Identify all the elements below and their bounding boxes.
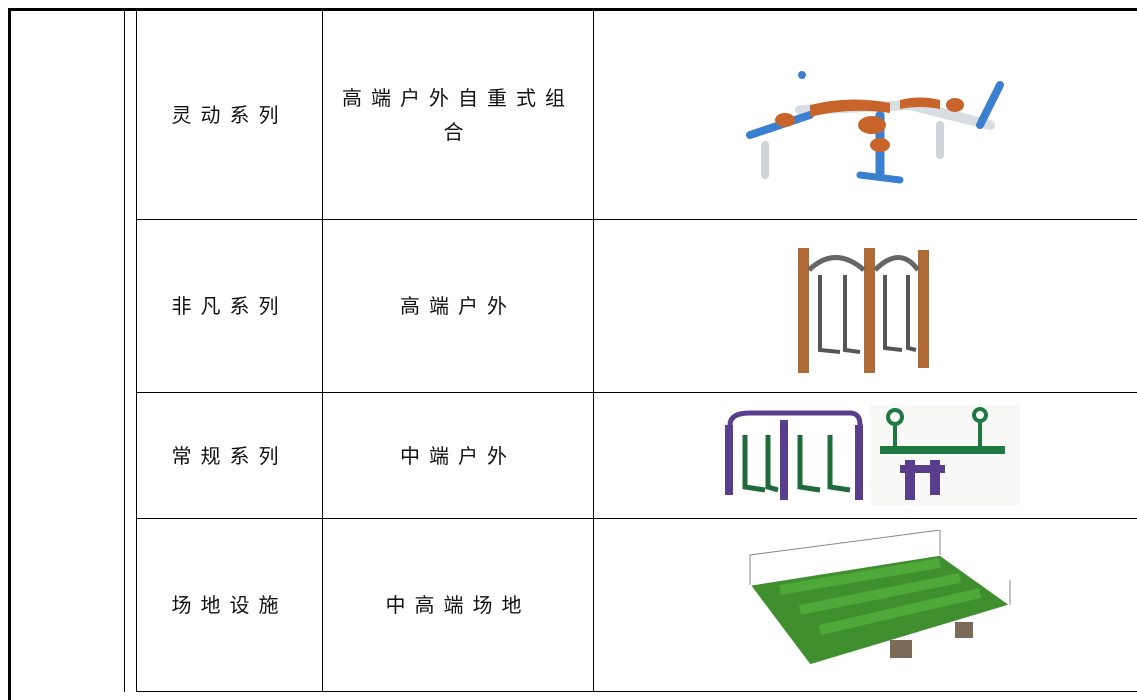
series-desc: 中端户外 <box>400 443 516 468</box>
col-line <box>124 10 125 692</box>
row-line <box>136 518 1137 519</box>
left-border <box>8 8 11 700</box>
row-line <box>136 219 1137 220</box>
col-line <box>322 10 323 692</box>
top-border <box>8 8 1137 11</box>
series-name: 非凡系列 <box>171 294 288 318</box>
series-desc: 高端户外 <box>400 294 516 318</box>
product-image <box>725 405 1020 505</box>
cell: 高端户外自重式组合 <box>323 11 593 219</box>
cell: 非凡系列 <box>137 220 322 392</box>
cell: 常规系列 <box>137 393 322 518</box>
cell: 中高端场地 <box>323 519 593 691</box>
product-image <box>748 530 1012 666</box>
col-line <box>136 10 137 692</box>
product-image <box>746 71 1004 184</box>
series-desc: 高端户外自重式组合 <box>342 86 574 144</box>
row-line <box>136 392 1137 393</box>
row-line <box>136 691 1137 692</box>
cell: 场地设施 <box>137 519 322 691</box>
series-name: 灵动系列 <box>171 103 288 127</box>
series-name: 常规系列 <box>171 443 288 468</box>
cell: 中端户外 <box>323 393 593 518</box>
col-line <box>593 10 594 692</box>
product-image <box>798 248 929 373</box>
cell: 高端户外 <box>323 220 593 392</box>
cell: 灵动系列 <box>137 11 322 219</box>
series-desc: 中高端场地 <box>385 593 531 617</box>
series-name: 场地设施 <box>171 593 288 617</box>
